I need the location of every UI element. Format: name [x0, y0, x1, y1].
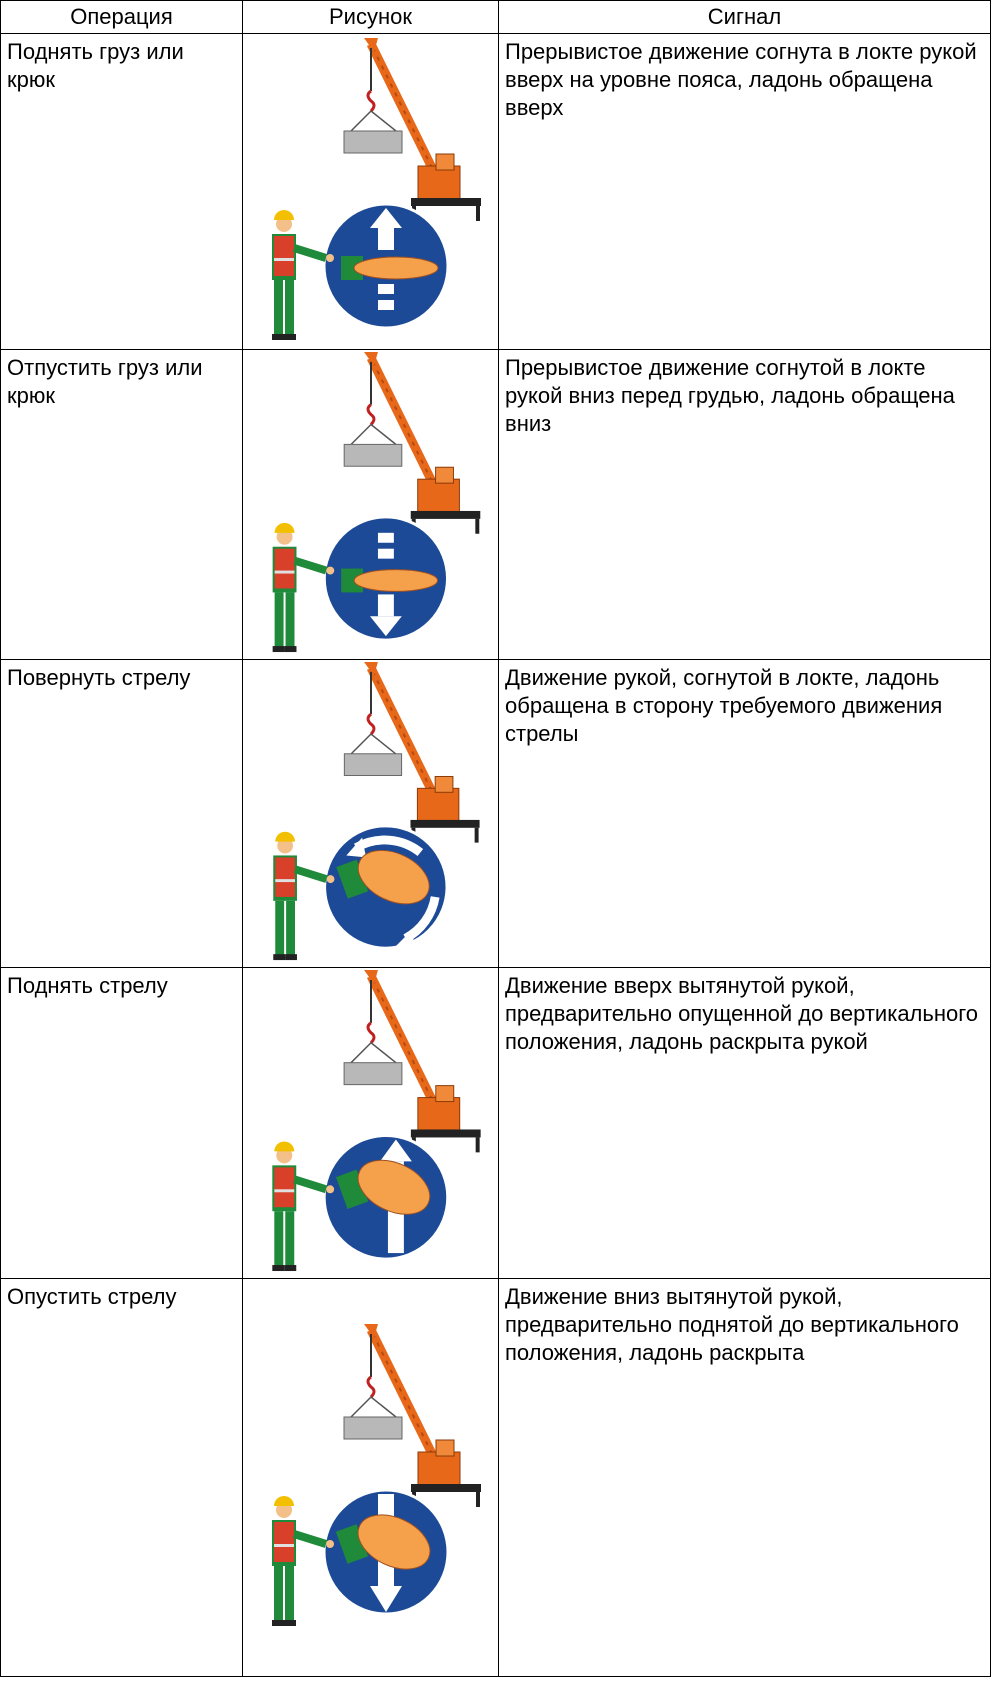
signal: Движение вниз вытянутой рукой, предварит…: [498, 1278, 991, 1677]
header-cell: Сигнал: [498, 0, 991, 34]
picture: [242, 659, 499, 968]
row: Опустить стрелу Движение вниз вытянутой …: [0, 1278, 991, 1677]
illustration: [246, 34, 496, 348]
illustration: [246, 660, 496, 966]
illustration: [246, 968, 496, 1277]
operation: Повернуть стрелу: [0, 659, 243, 968]
operation: Поднять стрелу: [0, 967, 243, 1279]
operation: Поднять груз или крюк: [0, 33, 243, 350]
row: Поднять груз или крюк Прерывистое движен…: [0, 33, 991, 350]
illustration: [246, 1279, 496, 1675]
picture: [242, 967, 499, 1279]
header-cell: Рисунок: [242, 0, 499, 34]
row: Отпустить груз или крюк Прерывистое движ…: [0, 349, 991, 660]
row: Повернуть стрелу Движение рукой, согнуто…: [0, 659, 991, 968]
operation: Отпустить груз или крюк: [0, 349, 243, 660]
illustration: [246, 350, 496, 658]
operation: Опустить стрелу: [0, 1278, 243, 1677]
picture: [242, 1278, 499, 1677]
signal: Прерывистое движение согнутой в локте ру…: [498, 349, 991, 660]
header-row: Операция Рисунок Сигнал: [0, 0, 991, 34]
signal: Движение рукой, согнутой в локте, ладонь…: [498, 659, 991, 968]
signal: Прерывистое движение согнута в локте рук…: [498, 33, 991, 350]
picture: [242, 349, 499, 660]
row: Поднять стрелу Движение вверх вытянутой …: [0, 967, 991, 1279]
header-cell: Операция: [0, 0, 243, 34]
signal: Движение вверх вытянутой рукой, предвари…: [498, 967, 991, 1279]
picture: [242, 33, 499, 350]
